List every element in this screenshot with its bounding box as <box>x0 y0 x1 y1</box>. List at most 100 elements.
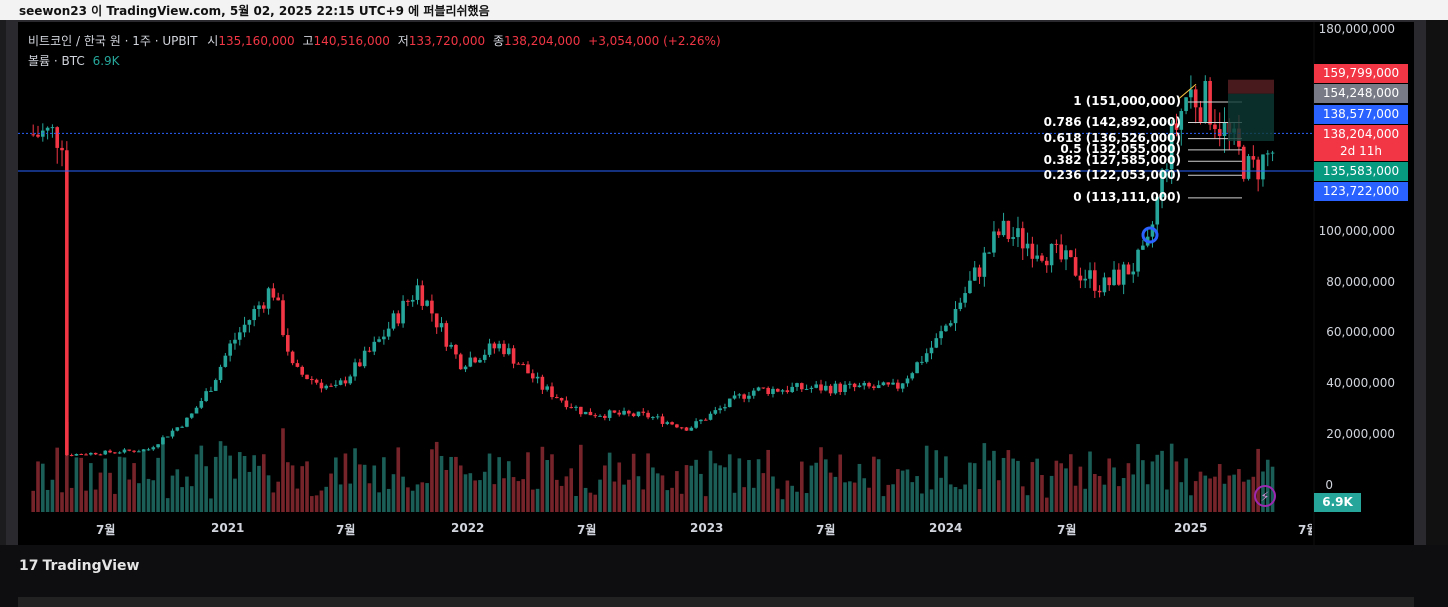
candle-body <box>732 395 737 399</box>
volume-bar <box>987 460 991 512</box>
volume-label[interactable]: 볼륨 · BTC <box>28 54 85 68</box>
candle-body <box>113 452 117 454</box>
marker-circle <box>1141 226 1159 244</box>
price-tag-high[interactable]: 159,799,000 <box>1314 64 1408 83</box>
volume-bar <box>242 456 247 512</box>
candle-body <box>1193 89 1198 108</box>
volume-bar <box>329 473 333 512</box>
candle-body <box>492 343 497 349</box>
candle-body <box>646 412 650 418</box>
volume-bar <box>324 486 329 512</box>
candle-body <box>1213 124 1217 130</box>
candle-body <box>151 447 156 450</box>
volume-bar <box>535 488 540 512</box>
fib-label-05[interactable]: 0.5 (132,055,000) <box>1060 142 1181 156</box>
volume-bar <box>876 459 881 512</box>
volume-bar <box>675 471 679 512</box>
candle-body <box>1073 257 1078 276</box>
candle-body <box>896 382 900 389</box>
volume-bar <box>526 452 530 512</box>
candle-body <box>1160 169 1164 198</box>
price-tag-154[interactable]: 154,248,000 <box>1314 84 1408 103</box>
volume-bar <box>252 455 256 512</box>
candle-body <box>31 134 35 136</box>
candle-body <box>545 386 549 390</box>
volume-bar <box>1208 478 1212 512</box>
candle-body <box>530 373 535 379</box>
candle-body <box>555 397 559 399</box>
volume-bar <box>1160 450 1164 512</box>
volume-bar <box>1054 460 1059 512</box>
candle-body <box>1088 270 1092 279</box>
candle-body <box>799 383 804 390</box>
volume-bar <box>372 465 377 512</box>
candle-body <box>261 305 266 309</box>
candle-body <box>564 400 569 408</box>
candle-body <box>84 454 88 456</box>
symbol-name[interactable]: 비트코인 / 한국 원 · 1주 · UPBIT <box>28 34 198 48</box>
page-left-edge <box>0 0 6 607</box>
volume-bar <box>319 490 324 512</box>
fib-label-1[interactable]: 1 (151,000,000) <box>1073 94 1181 108</box>
volume-bar <box>113 493 117 512</box>
volume-bar <box>1241 481 1246 512</box>
volume-bar <box>218 441 223 512</box>
volume-bar <box>1165 489 1169 512</box>
volume-bar <box>1189 495 1193 512</box>
candle-body <box>622 410 626 415</box>
horizontal-scrollbar[interactable] <box>18 597 1414 607</box>
candle-body <box>444 323 449 347</box>
volume-bar <box>703 496 708 512</box>
volume-bar <box>588 492 593 512</box>
candle-body <box>1083 278 1088 281</box>
chart-frame[interactable] <box>18 22 1414 545</box>
volume-bar <box>137 483 141 512</box>
volume-bar <box>1251 476 1256 512</box>
volume-bar <box>929 489 934 512</box>
candle-body <box>161 437 165 445</box>
candle-body <box>146 449 151 451</box>
volume-bar <box>1020 486 1025 512</box>
volume-bar <box>1193 481 1198 512</box>
candle-body <box>598 415 602 417</box>
price-tag-135[interactable]: 135,583,000 <box>1314 162 1408 181</box>
volume-bar <box>117 456 122 512</box>
countdown-tag: 2d 11h <box>1314 142 1408 161</box>
price-chart[interactable] <box>18 22 1414 545</box>
candle-body <box>713 410 718 414</box>
volume-bar <box>1155 454 1160 512</box>
candle-body <box>449 344 453 347</box>
volume-bar <box>732 492 737 512</box>
candle-body <box>953 308 958 324</box>
fib-label-0618[interactable]: 0.618 (136,526,000) <box>1043 131 1181 145</box>
volume-bar <box>362 464 367 512</box>
price-tag-last[interactable]: 138,204,000 <box>1314 125 1408 144</box>
fib-label-0382[interactable]: 0.382 (127,585,000) <box>1043 153 1181 167</box>
candle-body <box>223 355 228 367</box>
candle-body <box>468 357 473 367</box>
tradingview-brand[interactable]: 17 TradingView <box>19 558 139 574</box>
candle-body <box>1165 169 1169 171</box>
candle-body <box>747 395 751 399</box>
fib-label-0786[interactable]: 0.786 (142,892,000) <box>1043 115 1181 129</box>
price-tag-hline-upper[interactable]: 138,577,000 <box>1314 105 1408 124</box>
price-tag-hline-lower[interactable]: 123,722,000 <box>1314 182 1408 201</box>
lightning-icon[interactable]: ⚡ <box>1254 485 1276 507</box>
time-axis-label: 7월 <box>816 523 836 537</box>
fib-label-0[interactable]: 0 (113,111,000) <box>1073 190 1181 204</box>
volume-bar <box>146 478 151 512</box>
volume-bar <box>910 482 915 512</box>
candle-body <box>247 320 252 325</box>
candle-body <box>886 382 891 385</box>
candle-body <box>478 359 482 363</box>
fib-label-0236[interactable]: 0.236 (122,053,000) <box>1043 168 1181 182</box>
volume-bar <box>1064 468 1068 512</box>
high-value: 140,516,000 <box>313 34 390 48</box>
candle-body <box>737 394 742 396</box>
volume-bar <box>631 453 636 512</box>
candle-body <box>300 366 305 375</box>
position-box-stop <box>1228 79 1274 94</box>
volume-bar <box>1232 474 1236 512</box>
candle-body <box>458 354 463 370</box>
volume-bar <box>790 485 794 512</box>
